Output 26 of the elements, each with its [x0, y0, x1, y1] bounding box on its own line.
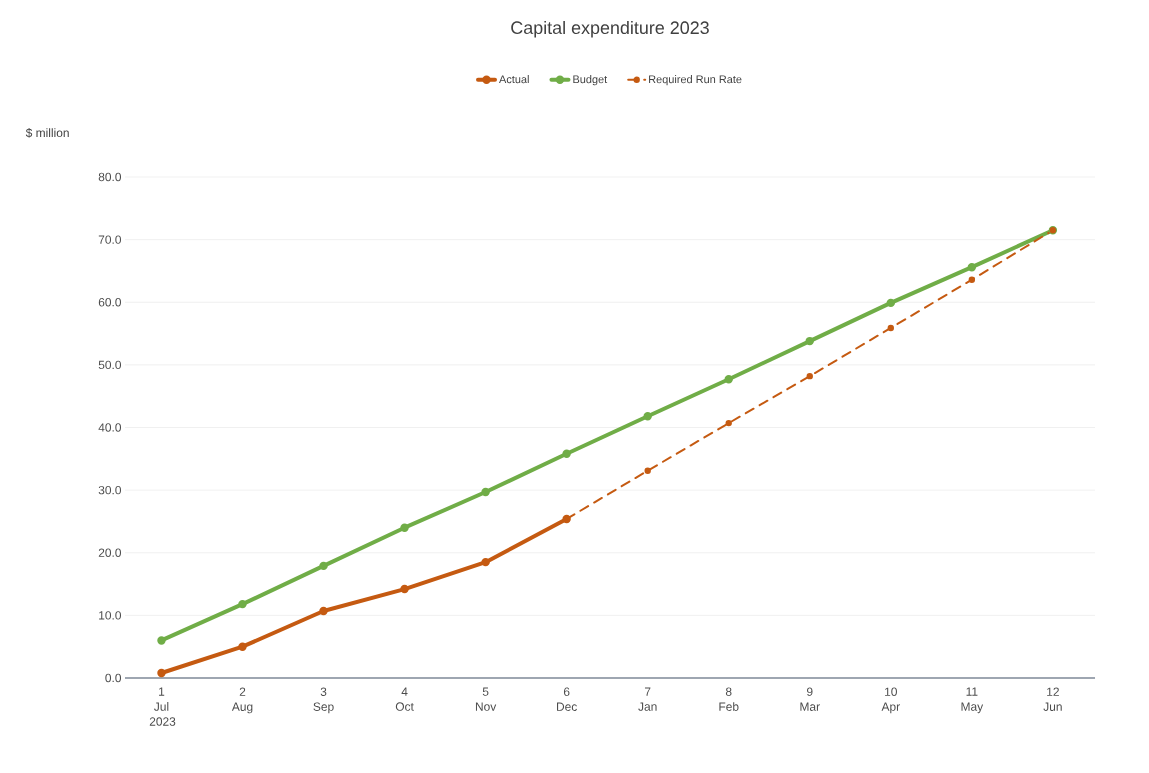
x-tick-label: 8 Feb — [719, 687, 739, 711]
x-tick-label: 4 Oct — [395, 687, 414, 711]
x-tick-label: 5 Nov — [475, 687, 497, 711]
x-tick-label: 10 Apr — [881, 687, 900, 714]
y-tick-label: 10.0 — [99, 611, 122, 620]
y-tick-label: 70.0 — [98, 235, 122, 244]
legend-label: Required Run Rate — [649, 75, 742, 86]
x-tick-label: 12 Jun — [1043, 687, 1062, 711]
x-tick-label: 11 May — [961, 687, 984, 714]
y-tick-label: 40.0 — [98, 423, 122, 432]
x-tick-label: 2 Aug — [231, 687, 253, 714]
y-axis-title: $ million — [25, 128, 69, 138]
x-tick-label: 6 Dec — [557, 687, 577, 711]
y-tick-label: 20.0 — [98, 548, 122, 557]
x-tick-label: 1 Jul 2023 — [149, 687, 176, 726]
x-tick-label: 7 Jan — [638, 687, 657, 711]
y-tick-label: 50.0 — [98, 360, 122, 370]
y-tick-label: 30.0 — [98, 485, 122, 495]
chart-title: Capital expenditure 2023 — [511, 20, 709, 38]
legend-label: Budget — [573, 75, 608, 86]
y-tick-label: 80.0 — [98, 172, 122, 182]
y-tick-label: 60.0 — [98, 298, 122, 307]
x-tick-label: 9 Mar — [800, 687, 820, 711]
y-tick-label: 0.0 — [105, 673, 122, 683]
legend-label: Actual — [499, 75, 529, 84]
x-tick-label: 3 Sep — [313, 687, 334, 714]
